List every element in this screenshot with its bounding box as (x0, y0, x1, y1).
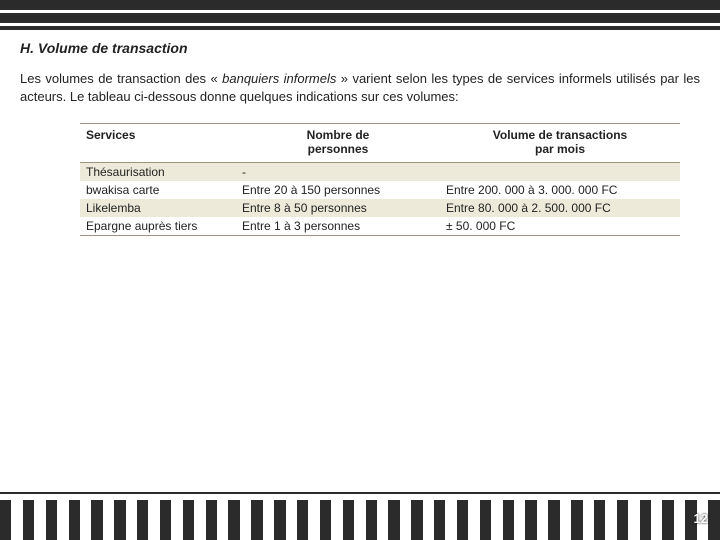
footer-rule (0, 492, 720, 494)
content-area: H. Volume de transaction Les volumes de … (20, 40, 700, 236)
cell-volume: ± 50. 000 FC (440, 217, 680, 236)
cell-service: Epargne auprès tiers (80, 217, 236, 236)
table-row: bwakisa carte Entre 20 à 150 personnes E… (80, 181, 680, 199)
cell-nombre: Entre 20 à 150 personnes (236, 181, 440, 199)
top-bar-1 (0, 0, 720, 10)
cell-service: bwakisa carte (80, 181, 236, 199)
col-header-nombre-l2: personnes (308, 142, 369, 156)
para-part-1: Les volumes de transaction des « (20, 71, 222, 86)
table-row: Epargne auprès tiers Entre 1 à 3 personn… (80, 217, 680, 236)
col-header-volume-l1: Volume de transactions (493, 128, 627, 142)
footer-stripes (0, 500, 720, 540)
cell-nombre: Entre 8 à 50 personnes (236, 199, 440, 217)
footer-bars (0, 492, 720, 540)
col-header-volume: Volume de transactions par mois (440, 124, 680, 163)
page: H. Volume de transaction Les volumes de … (0, 0, 720, 540)
table-header-row: Services Nombre de personnes Volume de t… (80, 124, 680, 163)
cell-service: Thésaurisation (80, 163, 236, 182)
top-border-bars (0, 0, 720, 30)
cell-nombre: - (236, 163, 440, 182)
table-wrapper: Services Nombre de personnes Volume de t… (80, 123, 680, 236)
col-header-nombre-l1: Nombre de (307, 128, 370, 142)
top-bar-2 (0, 13, 720, 23)
col-header-services: Services (80, 124, 236, 163)
col-header-volume-l2: par mois (535, 142, 585, 156)
page-number: 12 (694, 511, 708, 526)
col-header-nombre: Nombre de personnes (236, 124, 440, 163)
transaction-volume-table: Services Nombre de personnes Volume de t… (80, 123, 680, 236)
section-heading: H. Volume de transaction (20, 40, 700, 56)
para-emphasis: banquiers informels (222, 71, 336, 86)
intro-paragraph: Les volumes de transaction des « banquie… (20, 70, 700, 105)
top-bar-3 (0, 26, 720, 30)
cell-volume: Entre 80. 000 à 2. 500. 000 FC (440, 199, 680, 217)
cell-nombre: Entre 1 à 3 personnes (236, 217, 440, 236)
cell-service: Likelemba (80, 199, 236, 217)
cell-volume: Entre 200. 000 à 3. 000. 000 FC (440, 181, 680, 199)
table-row: Thésaurisation - (80, 163, 680, 182)
cell-volume (440, 163, 680, 182)
table-row: Likelemba Entre 8 à 50 personnes Entre 8… (80, 199, 680, 217)
